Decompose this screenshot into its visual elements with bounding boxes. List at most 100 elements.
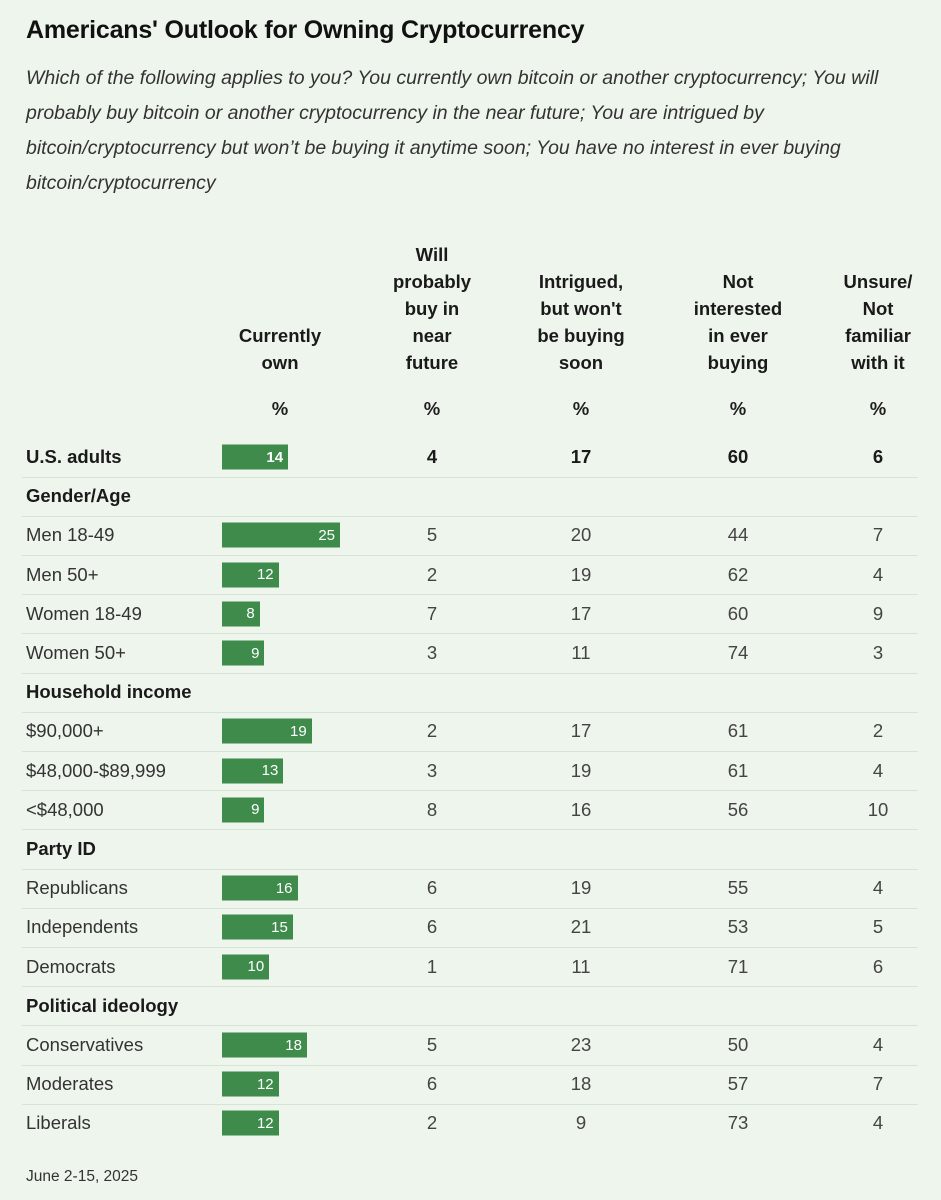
row-divider <box>22 947 918 948</box>
value-cell: 4 <box>426 446 438 467</box>
chart-title: Americans' Outlook for Owning Cryptocurr… <box>26 16 585 44</box>
row-divider <box>22 476 918 478</box>
column-header-line: buying <box>707 352 769 373</box>
value-cell: 2 <box>426 720 438 742</box>
row-divider <box>22 907 918 909</box>
value-cell: 1 <box>426 955 438 977</box>
currently-own-bar: 16 <box>222 875 298 901</box>
column-header-line: near <box>412 325 452 346</box>
currently-own-bar: 12 <box>222 562 279 588</box>
column-header-line: buy in <box>404 298 460 319</box>
value-cell: 19 <box>570 563 592 585</box>
section-heading: Party ID <box>26 838 96 859</box>
row-label: Men 18-49 <box>26 524 115 546</box>
column-header-line: Will <box>415 244 449 265</box>
row-label: Women 50+ <box>26 642 126 663</box>
row-label: Women 18-49 <box>26 602 142 624</box>
value-cell: 61 <box>727 720 749 742</box>
value-cell: 4 <box>872 877 884 899</box>
value-cell: 44 <box>727 524 749 546</box>
date-footnote: June 2-15, 2025 <box>26 1168 139 1185</box>
value-cell: 62 <box>727 563 749 585</box>
column-header-line: future <box>405 352 459 373</box>
row-divider <box>22 1103 918 1105</box>
row-label: $48,000-$89,999 <box>26 759 166 781</box>
column-header-line: Currently <box>238 325 322 346</box>
bar-value-label: 12 <box>256 1114 274 1132</box>
currently-own-bar: 25 <box>222 522 340 548</box>
row-divider <box>22 1025 918 1027</box>
value-cell: 11 <box>571 955 591 977</box>
row-divider <box>22 594 918 596</box>
column-header-line: familiar <box>845 325 911 346</box>
currently-own-bar: 9 <box>222 640 265 666</box>
bar-value-label: 15 <box>271 918 288 936</box>
value-cell: 9 <box>872 602 884 624</box>
value-cell: 17 <box>570 446 592 467</box>
value-cell: 4 <box>872 1112 884 1134</box>
value-cell: 6 <box>426 1073 438 1095</box>
value-cell: 9 <box>575 1112 587 1134</box>
value-cell: 11 <box>571 642 591 663</box>
currently-own-bar: 19 <box>222 718 312 744</box>
row-divider <box>22 515 918 517</box>
section-heading: Political ideology <box>26 994 179 1016</box>
column-header-3: Not interested in ever buying <box>683 268 793 376</box>
column-header-0: Currently own <box>225 322 335 376</box>
bar-value-label: 12 <box>256 566 274 584</box>
value-cell: 7 <box>872 1073 884 1095</box>
currently-own-bar: 14 <box>222 444 289 470</box>
value-cell: 20 <box>570 524 592 546</box>
row-label: <$48,000 <box>26 798 104 820</box>
value-cell: 8 <box>426 798 438 820</box>
currently-own-bar: 10 <box>222 954 270 980</box>
column-header-line: interested <box>693 298 783 319</box>
value-cell: 3 <box>872 642 884 663</box>
column-unit-1: % <box>423 398 441 419</box>
row-label: U.S. adults <box>26 446 122 467</box>
value-cell: 5 <box>426 1034 438 1055</box>
value-cell: 5 <box>426 524 438 546</box>
value-cell: 56 <box>727 798 749 820</box>
currently-own-bar: 8 <box>222 601 260 627</box>
row-label: $90,000+ <box>26 720 104 742</box>
value-cell: 19 <box>570 759 592 781</box>
row-divider <box>22 633 918 635</box>
value-cell: 7 <box>426 602 438 624</box>
currently-own-bar: 12 <box>222 1110 279 1136</box>
value-cell: 6 <box>872 955 884 977</box>
value-cell: 3 <box>426 642 438 663</box>
column-header-2: Intrigued, but won't be buying soon <box>526 268 636 376</box>
bar-value-label: 19 <box>289 722 307 740</box>
value-cell: 74 <box>727 642 749 663</box>
row-divider <box>22 829 918 831</box>
value-cell: 3 <box>426 759 438 781</box>
currently-own-bar: 18 <box>222 1032 307 1058</box>
bar-value-label: 12 <box>256 1075 274 1093</box>
row-divider <box>22 986 918 988</box>
value-cell: 2 <box>426 1112 438 1134</box>
chart-subtitle: Which of the following applies to you? Y… <box>26 67 879 194</box>
row-label: Independents <box>26 916 139 938</box>
row-label: Republicans <box>26 877 128 899</box>
column-header-line: but won't <box>540 298 622 319</box>
column-header-1: Will probably buy in near future <box>377 241 487 376</box>
value-cell: 19 <box>570 877 592 899</box>
value-cell: 6 <box>426 916 438 938</box>
bar-value-label: 9 <box>251 644 260 662</box>
row-divider <box>22 1064 918 1066</box>
column-header-line: Not <box>862 298 894 319</box>
bar-value-label: 14 <box>266 448 284 466</box>
value-cell: 21 <box>570 916 592 938</box>
value-cell: 7 <box>872 524 884 546</box>
value-cell: 10 <box>867 798 889 820</box>
bar-value-label: 10 <box>247 958 265 976</box>
row-label: Men 50+ <box>26 563 99 585</box>
value-cell: 17 <box>570 602 592 624</box>
bar-value-label: 16 <box>275 879 293 897</box>
value-cell: 2 <box>872 720 884 742</box>
column-header-line: soon <box>558 352 604 373</box>
row-divider <box>22 790 918 792</box>
row-label: Liberals <box>26 1112 91 1134</box>
row-divider <box>22 711 918 713</box>
